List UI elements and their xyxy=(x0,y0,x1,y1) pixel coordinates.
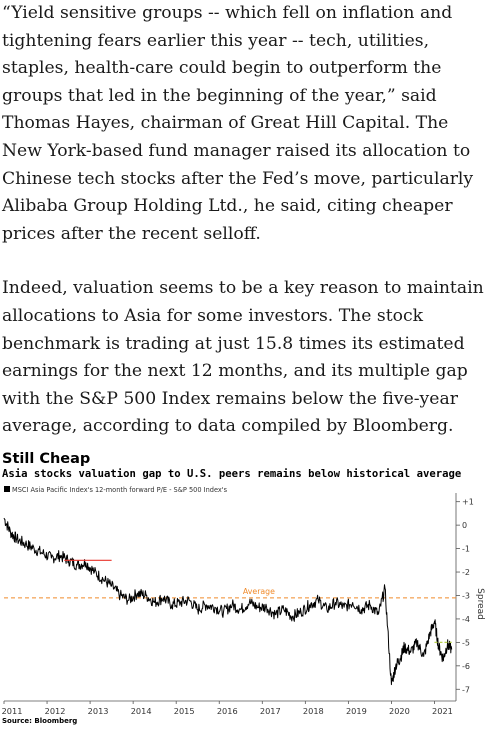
x-tick-label: 2015 xyxy=(174,706,195,716)
x-tick-label: 2017 xyxy=(260,706,281,716)
x-tick-label: 2019 xyxy=(346,706,367,716)
x-tick-label: 2012 xyxy=(45,706,66,716)
legend-label: MSCI Asia Pacific Index's 12-month forwa… xyxy=(12,486,228,494)
legend-swatch xyxy=(4,486,10,492)
y-tick-label: +1 xyxy=(462,498,474,507)
x-tick-label: 2011 xyxy=(2,706,23,716)
y-tick-label: -6 xyxy=(462,662,470,671)
chart-subtitle: Asia stocks valuation gap to U.S. peers … xyxy=(2,468,462,480)
article-paragraph-1: “Yield sensitive groups -- which fell on… xyxy=(2,3,474,244)
article-paragraph-2: Indeed, valuation seems to be a key reas… xyxy=(2,278,484,437)
y-tick-label: -2 xyxy=(462,568,470,577)
chart-figure: Still Cheap Asia stocks valuation gap to… xyxy=(0,449,494,732)
y-axis-title: Spread xyxy=(475,588,485,620)
article-body: “Yield sensitive groups -- which fell on… xyxy=(2,0,492,441)
y-tick-label: -5 xyxy=(462,638,470,647)
chart-title: Still Cheap xyxy=(2,451,91,467)
valuation-gap-chart: MSCI Asia Pacific Index's 12-month forwa… xyxy=(2,486,485,716)
series-line xyxy=(3,517,453,686)
y-tick-label: -1 xyxy=(462,545,470,554)
x-tick-label: 2016 xyxy=(217,706,238,716)
y-tick-label: -3 xyxy=(462,591,470,600)
chart-legend: MSCI Asia Pacific Index's 12-month forwa… xyxy=(4,486,228,494)
y-tick-label: -4 xyxy=(462,615,470,624)
x-tick-label: 2021 xyxy=(432,706,453,716)
chart-source: Source: Bloomberg xyxy=(2,717,78,725)
x-tick-label: 2014 xyxy=(131,706,152,716)
x-tick-label: 2013 xyxy=(88,706,109,716)
y-tick-label: -7 xyxy=(462,685,470,694)
y-tick-label: 0 xyxy=(462,521,467,530)
x-tick-label: 2020 xyxy=(389,706,410,716)
x-tick-label: 2018 xyxy=(303,706,324,716)
average-label: Average xyxy=(243,587,275,596)
